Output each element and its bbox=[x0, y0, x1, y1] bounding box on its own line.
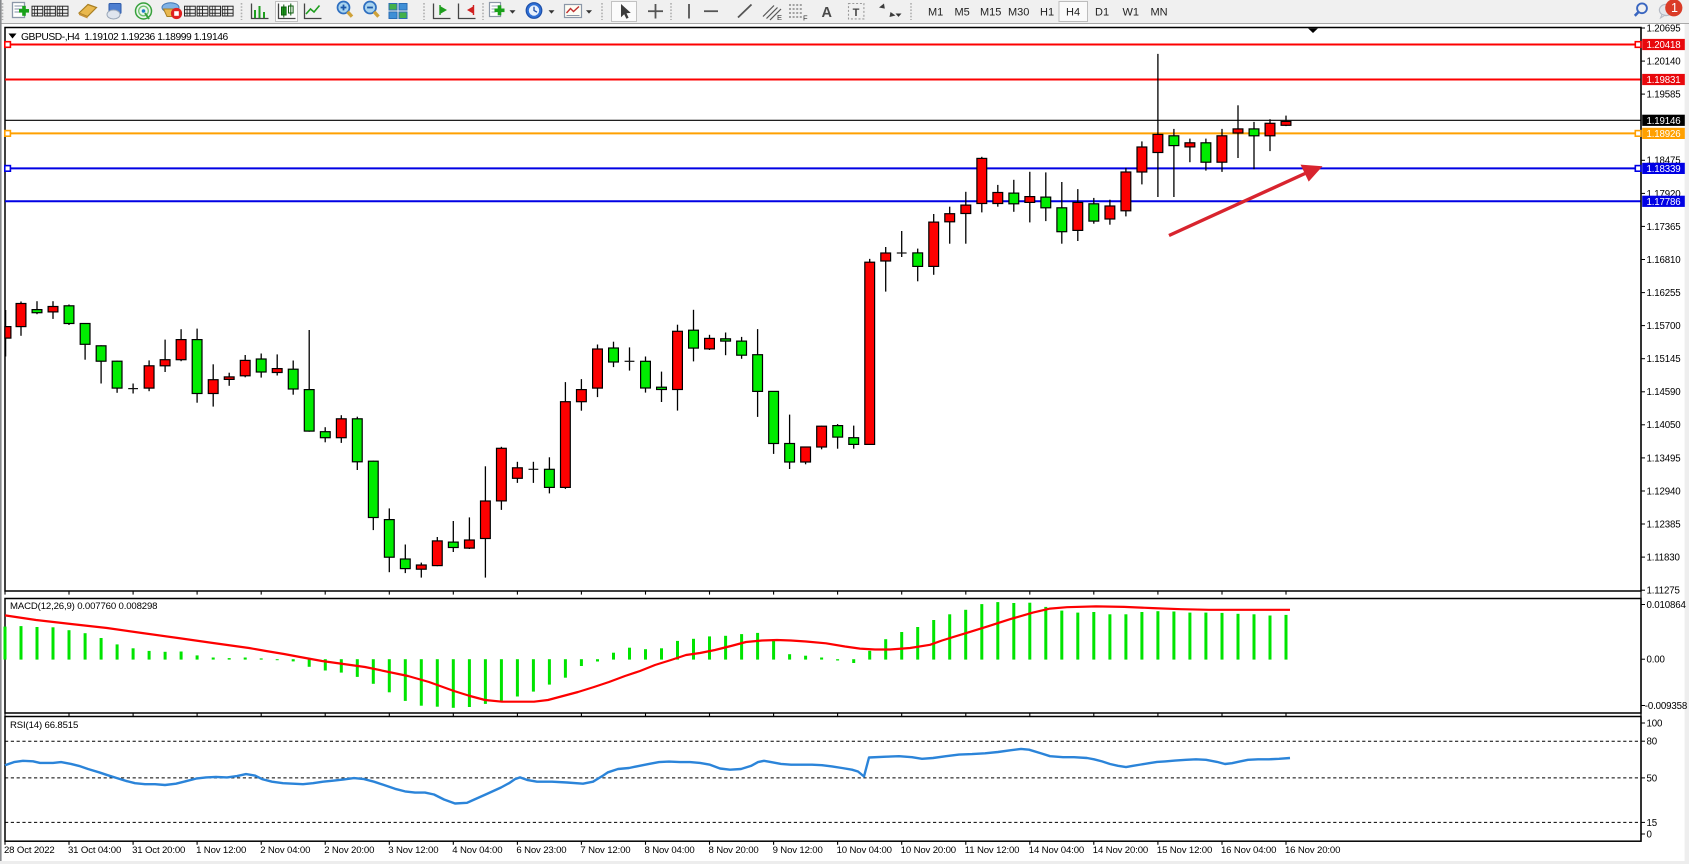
svg-text:A: A bbox=[822, 5, 833, 21]
svg-text:1.17920: 1.17920 bbox=[1647, 189, 1682, 200]
svg-text:1.11830: 1.11830 bbox=[1647, 553, 1681, 564]
svg-text:1.18926: 1.18926 bbox=[1647, 129, 1681, 140]
svg-text:14 Nov 04:00: 14 Nov 04:00 bbox=[1029, 845, 1084, 856]
svg-text:1 Nov 12:00: 1 Nov 12:00 bbox=[196, 845, 246, 856]
svg-text:14 Nov 20:00: 14 Nov 20:00 bbox=[1093, 845, 1148, 856]
svg-text:1.14050: 1.14050 bbox=[1647, 420, 1682, 431]
svg-text:1.13495: 1.13495 bbox=[1647, 453, 1681, 464]
svg-text:H1: H1 bbox=[1040, 6, 1054, 18]
svg-text:16 Nov 04:00: 16 Nov 04:00 bbox=[1221, 845, 1276, 856]
svg-text:1.12385: 1.12385 bbox=[1647, 519, 1681, 530]
svg-text:31 Oct 04:00: 31 Oct 04:00 bbox=[68, 845, 121, 856]
svg-text:8 Nov 20:00: 8 Nov 20:00 bbox=[709, 845, 759, 856]
svg-text:MN: MN bbox=[1151, 6, 1168, 18]
svg-text:2 Nov 04:00: 2 Nov 04:00 bbox=[260, 845, 310, 856]
svg-text:E: E bbox=[777, 13, 782, 22]
svg-text:80: 80 bbox=[1647, 737, 1658, 748]
svg-text:1.17365: 1.17365 bbox=[1647, 222, 1681, 233]
svg-text:W1: W1 bbox=[1123, 6, 1140, 18]
svg-text:31 Oct 20:00: 31 Oct 20:00 bbox=[132, 845, 185, 856]
svg-text:1.20140: 1.20140 bbox=[1647, 57, 1682, 68]
svg-text:15: 15 bbox=[1647, 818, 1657, 829]
svg-text:1.16810: 1.16810 bbox=[1647, 255, 1682, 266]
svg-text:-0.009358: -0.009358 bbox=[1645, 701, 1687, 712]
svg-text:1.20695: 1.20695 bbox=[1647, 23, 1681, 34]
svg-text:1.12940: 1.12940 bbox=[1647, 486, 1682, 497]
svg-text:0: 0 bbox=[1647, 829, 1653, 840]
svg-text:1.19831: 1.19831 bbox=[1647, 75, 1681, 86]
svg-text:M5: M5 bbox=[955, 6, 970, 18]
svg-text:1.17786: 1.17786 bbox=[1647, 197, 1681, 208]
svg-text:1.19146: 1.19146 bbox=[1647, 116, 1681, 127]
svg-text:10 Nov 04:00: 10 Nov 04:00 bbox=[837, 845, 892, 856]
svg-text:7 Nov 12:00: 7 Nov 12:00 bbox=[580, 845, 630, 856]
svg-text:28 Oct 2022: 28 Oct 2022 bbox=[4, 845, 55, 856]
svg-text:M15: M15 bbox=[980, 6, 1001, 18]
svg-text:3 Nov 12:00: 3 Nov 12:00 bbox=[388, 845, 438, 856]
svg-text:1.18475: 1.18475 bbox=[1647, 156, 1681, 167]
svg-text:1.15145: 1.15145 bbox=[1647, 354, 1681, 365]
svg-text:T: T bbox=[853, 7, 860, 19]
svg-text:8 Nov 04:00: 8 Nov 04:00 bbox=[645, 845, 695, 856]
svg-text:0.00: 0.00 bbox=[1647, 655, 1666, 666]
svg-text:15 Nov 12:00: 15 Nov 12:00 bbox=[1157, 845, 1212, 856]
svg-text:1: 1 bbox=[1671, 1, 1678, 15]
svg-text:100: 100 bbox=[1647, 718, 1663, 729]
svg-text:D1: D1 bbox=[1095, 6, 1109, 18]
svg-text:RSI(14) 66.8515: RSI(14) 66.8515 bbox=[10, 720, 78, 731]
svg-text:M30: M30 bbox=[1008, 6, 1029, 18]
svg-text:50: 50 bbox=[1647, 773, 1658, 784]
svg-text:6 Nov 23:00: 6 Nov 23:00 bbox=[516, 845, 566, 856]
svg-text:1.11275: 1.11275 bbox=[1647, 586, 1680, 597]
svg-text:11 Nov 12:00: 11 Nov 12:00 bbox=[965, 845, 1020, 856]
svg-text:1.16255: 1.16255 bbox=[1647, 288, 1681, 299]
svg-text:M1: M1 bbox=[928, 6, 943, 18]
svg-text:2 Nov 20:00: 2 Nov 20:00 bbox=[324, 845, 374, 856]
svg-text:16 Nov 20:00: 16 Nov 20:00 bbox=[1285, 845, 1340, 856]
svg-text:10 Nov 20:00: 10 Nov 20:00 bbox=[901, 845, 956, 856]
svg-text:1.14590: 1.14590 bbox=[1647, 387, 1682, 398]
svg-text:9 Nov 12:00: 9 Nov 12:00 bbox=[773, 845, 823, 856]
svg-text:GBPUSD-,H4 1.19102 1.19236 1.: GBPUSD-,H4 1.19102 1.19236 1.18999 1.191… bbox=[21, 32, 228, 43]
svg-text:H4: H4 bbox=[1066, 6, 1080, 18]
svg-text:1.19585: 1.19585 bbox=[1647, 90, 1681, 101]
svg-text:0.010864: 0.010864 bbox=[1647, 600, 1687, 611]
svg-text:4 Nov 04:00: 4 Nov 04:00 bbox=[452, 845, 502, 856]
svg-text:1.15700: 1.15700 bbox=[1647, 321, 1682, 332]
svg-text:F: F bbox=[803, 14, 808, 23]
svg-text:1.18339: 1.18339 bbox=[1647, 164, 1681, 175]
svg-text:MACD(12,26,9) 0.007760 0.00829: MACD(12,26,9) 0.007760 0.008298 bbox=[10, 601, 157, 612]
svg-text:1.20418: 1.20418 bbox=[1647, 40, 1681, 51]
